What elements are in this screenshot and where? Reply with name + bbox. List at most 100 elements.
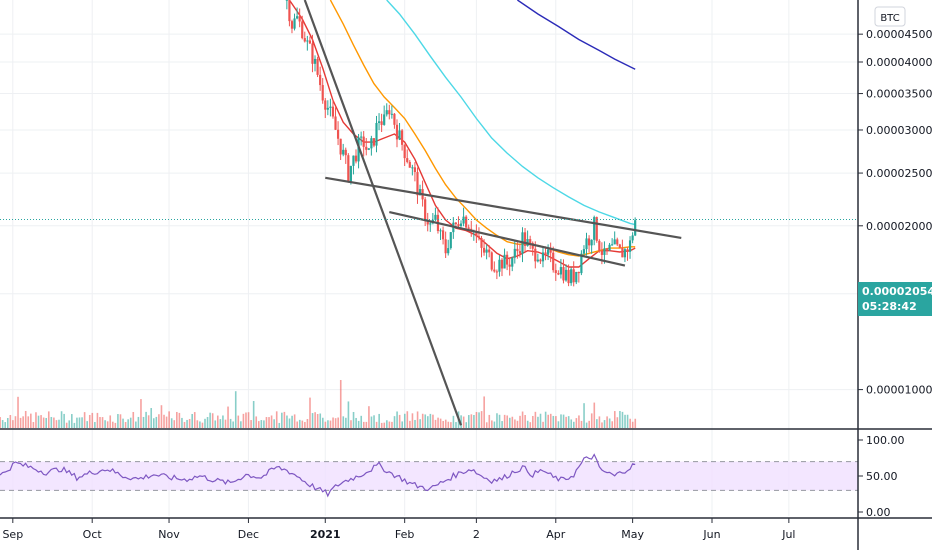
- candle-body: [539, 259, 542, 262]
- volume-bar: [442, 420, 444, 428]
- volume-bar: [501, 421, 503, 428]
- price-tick-label: 0.00002500: [866, 167, 932, 180]
- candle-body: [506, 254, 509, 265]
- volume-bar: [403, 413, 406, 428]
- candle-body: [513, 248, 516, 258]
- volume-bar: [345, 417, 347, 428]
- volume-bar: [514, 419, 516, 428]
- candle-body: [564, 269, 568, 281]
- volume-bar: [324, 421, 327, 428]
- candle-body: [503, 254, 506, 269]
- volume-bar: [432, 414, 434, 428]
- price-axis[interactable]: 0.000010000.000015000.000020000.00002500…: [858, 28, 932, 397]
- candle-body: [608, 244, 611, 251]
- volume-bar: [222, 415, 224, 428]
- volume-bar: [111, 421, 114, 428]
- candle-body: [546, 249, 550, 255]
- volume-bar: [508, 417, 511, 428]
- volume-bar: [537, 416, 539, 428]
- candle-body: [577, 271, 580, 274]
- candle-body: [413, 167, 417, 173]
- candle-body: [628, 240, 632, 252]
- trendline[interactable]: [389, 210, 626, 267]
- volume-bar: [50, 416, 53, 428]
- candle-body: [354, 155, 358, 162]
- candle-body: [616, 239, 619, 245]
- volume-bar: [275, 411, 278, 428]
- volume-bar: [401, 421, 404, 428]
- candle-body: [557, 273, 560, 275]
- trendlines[interactable]: [303, 0, 682, 426]
- volume-bar: [1, 420, 4, 428]
- candle-body: [480, 238, 483, 248]
- volume-bar: [81, 417, 83, 428]
- volume-bar: [398, 414, 401, 428]
- time-axis[interactable]: Sep Oct Nov Dec 2021 Feb 2 Apr May Jun Jul: [2, 518, 795, 541]
- candle-body: [380, 121, 383, 125]
- volume-bar: [27, 416, 30, 428]
- candle-body: [498, 259, 501, 272]
- volume-bar: [327, 420, 329, 428]
- candle-body: [593, 217, 596, 240]
- time-tick-label: 2: [473, 528, 480, 541]
- volume-bar: [40, 415, 42, 428]
- candle-body: [477, 236, 481, 239]
- candle-body: [523, 232, 527, 246]
- volume-bar: [83, 412, 86, 428]
- candle-body: [611, 244, 614, 246]
- volume-bar: [217, 415, 219, 428]
- time-tick-label: Dec: [238, 528, 259, 541]
- candle-body: [342, 149, 345, 155]
- candle-body: [434, 214, 437, 220]
- volume-bar: [37, 415, 40, 428]
- candle-body: [444, 239, 447, 254]
- candle-body: [406, 158, 409, 162]
- volume-bar: [547, 414, 549, 428]
- candle-body: [383, 114, 386, 125]
- volume-bar: [260, 420, 263, 428]
- candle-body: [613, 239, 616, 245]
- candle-body: [349, 165, 352, 182]
- time-tick-label: Jun: [702, 528, 720, 541]
- volume-bar: [350, 420, 352, 428]
- volume-bar: [245, 412, 247, 428]
- volume-bar: [86, 421, 88, 428]
- candle-body: [390, 113, 393, 115]
- volume-bar: [544, 411, 547, 428]
- candle-body: [490, 252, 493, 270]
- candle-body: [488, 249, 491, 253]
- candle-body: [621, 248, 624, 258]
- volume-bar: [12, 420, 14, 428]
- currency-label: BTC: [880, 13, 899, 24]
- volume-bar: [414, 419, 416, 428]
- candle-body: [475, 231, 478, 237]
- candle-body: [362, 136, 365, 147]
- volume-bar: [362, 421, 365, 428]
- volume-bar: [347, 401, 350, 428]
- candle-body: [457, 224, 460, 227]
- currency-tag[interactable]: BTC: [874, 6, 906, 27]
- candle-body: [416, 172, 419, 196]
- volume-bar: [478, 412, 480, 428]
- candle-body: [562, 267, 565, 281]
- candle-body: [500, 259, 504, 269]
- candle-body: [393, 113, 396, 125]
- volume-bar: [493, 421, 496, 428]
- volume-bar: [311, 413, 314, 428]
- volume-bar: [337, 417, 339, 428]
- volume-bar: [168, 411, 170, 428]
- volume-bar: [498, 414, 501, 428]
- candle-body: [295, 16, 299, 19]
- candle-body: [319, 74, 322, 86]
- candle-body: [334, 116, 337, 130]
- volume-bar: [181, 417, 183, 428]
- candle-body: [429, 223, 432, 225]
- candle-body: [549, 249, 552, 253]
- volume-bar: [524, 415, 526, 428]
- volume-bar: [188, 418, 191, 428]
- volume-bar: [183, 421, 186, 428]
- trendline[interactable]: [303, 0, 463, 426]
- trendline[interactable]: [325, 176, 682, 240]
- volume-bar: [357, 420, 360, 428]
